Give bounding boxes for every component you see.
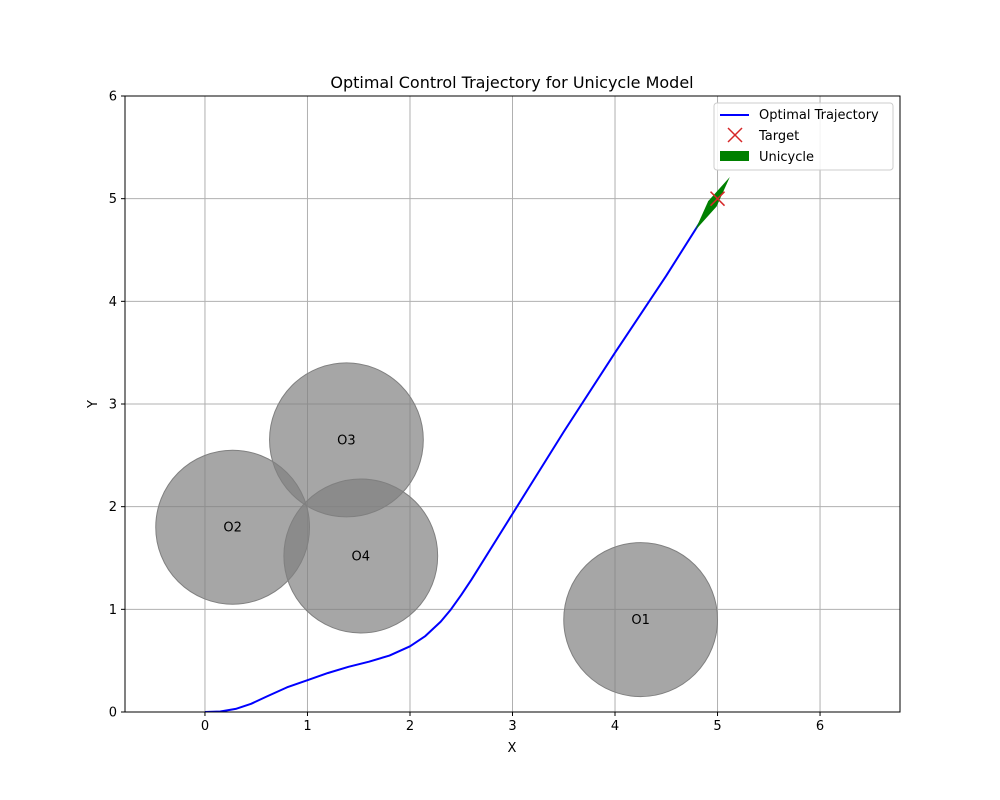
trajectory-layer	[204, 198, 719, 712]
marker-layer	[694, 176, 730, 231]
legend-unicycle-label: Unicycle	[759, 150, 814, 165]
obstacle-label: O4	[352, 549, 371, 564]
y-tick-label: 4	[109, 295, 117, 310]
target-stroke	[709, 191, 726, 207]
x-axis-label: X	[508, 741, 517, 756]
y-tick-label: 5	[109, 192, 117, 207]
y-axis-label: Y	[86, 400, 101, 409]
chart-title: Optimal Control Trajectory for Unicycle …	[330, 73, 693, 92]
legend-box	[713, 102, 894, 171]
x-tick-label: 3	[508, 719, 516, 734]
x-tick-label: 5	[713, 719, 721, 734]
y-tick-label: 0	[109, 706, 117, 721]
optimal-trajectory-line	[204, 198, 719, 712]
obstacle-circle	[563, 542, 719, 698]
x-tick-label: 1	[303, 719, 311, 734]
legend: Optimal Trajectory Target Unicycle	[713, 102, 894, 171]
x-tick-label: 6	[816, 719, 824, 734]
obstacles: O1 O2 O3 O4	[155, 362, 719, 698]
y-tick-label: 2	[109, 500, 117, 515]
ticks: 0 1 2 3 4 5 6 0 1 2 3 4 5 6	[109, 90, 824, 735]
obstacle-label: O2	[223, 521, 242, 536]
legend-target-swatch	[727, 127, 743, 143]
target-marker	[709, 191, 726, 207]
obstacle-o4: O4	[283, 478, 439, 634]
y-tick-label: 1	[109, 603, 117, 618]
x-tick-label: 0	[201, 719, 209, 734]
y-tick-label: 3	[109, 398, 117, 413]
obstacle-label: O1	[631, 613, 650, 628]
legend-target-label: Target	[758, 129, 799, 144]
legend-trajectory-label: Optimal Trajectory	[759, 108, 879, 123]
y-tick-label: 6	[109, 90, 117, 105]
obstacle-label: O3	[337, 433, 356, 448]
x-tick-label: 2	[406, 719, 414, 734]
x-tick-label: 4	[611, 719, 619, 734]
obstacle-o1: O1	[563, 542, 719, 698]
obstacle-circle	[283, 478, 439, 634]
legend-unicycle-swatch	[720, 151, 749, 161]
